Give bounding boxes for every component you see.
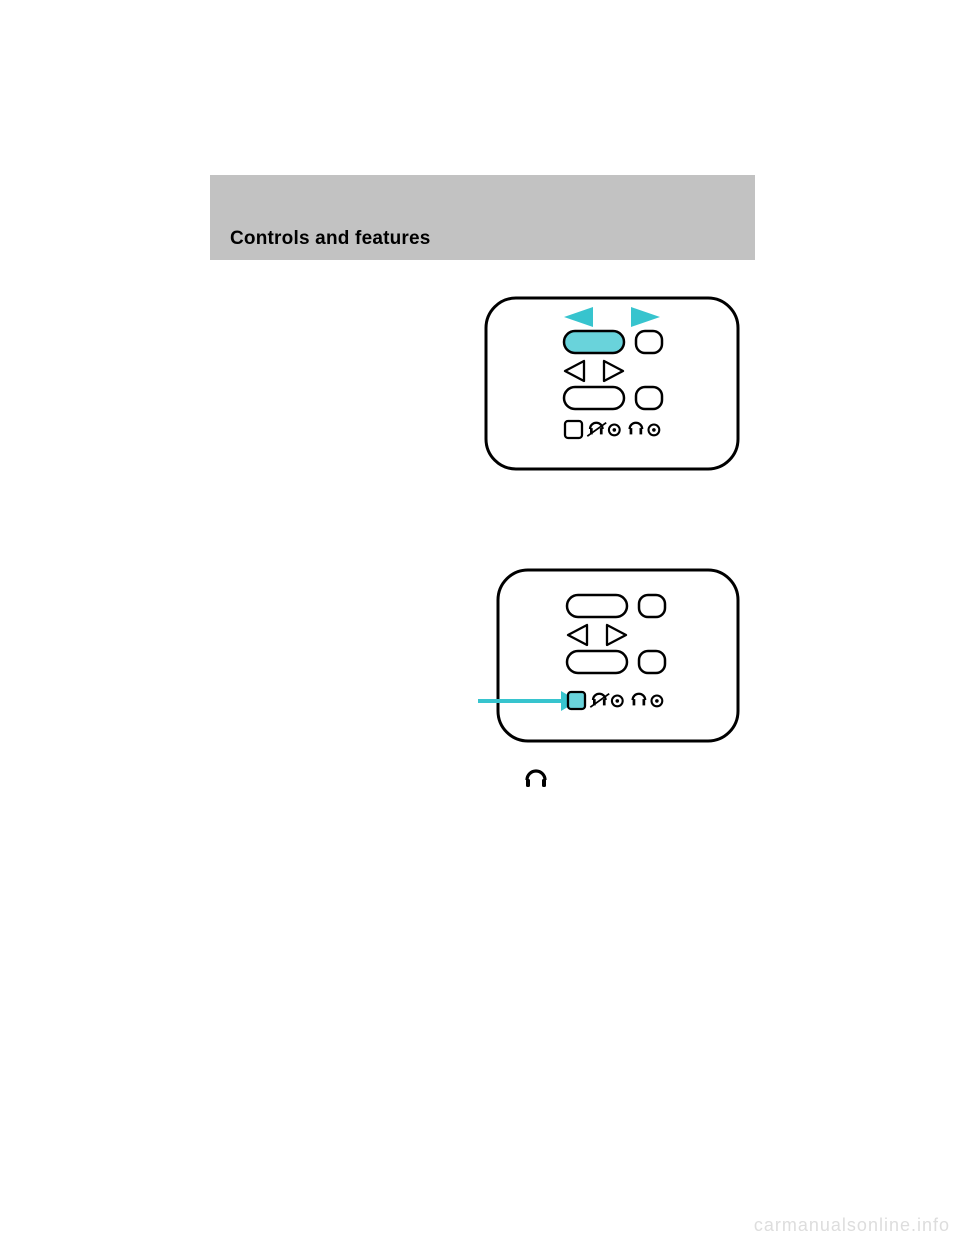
section-title: Controls and features: [230, 228, 431, 250]
manual-page: Controls and features carmanualsonline.i…: [0, 0, 960, 1242]
control-panel-diagram-headphones: [478, 562, 746, 749]
control-panel-diagram-volume: [478, 290, 746, 477]
headphone-icon-standalone: [524, 765, 548, 789]
watermark: carmanualsonline.info: [0, 1215, 960, 1236]
